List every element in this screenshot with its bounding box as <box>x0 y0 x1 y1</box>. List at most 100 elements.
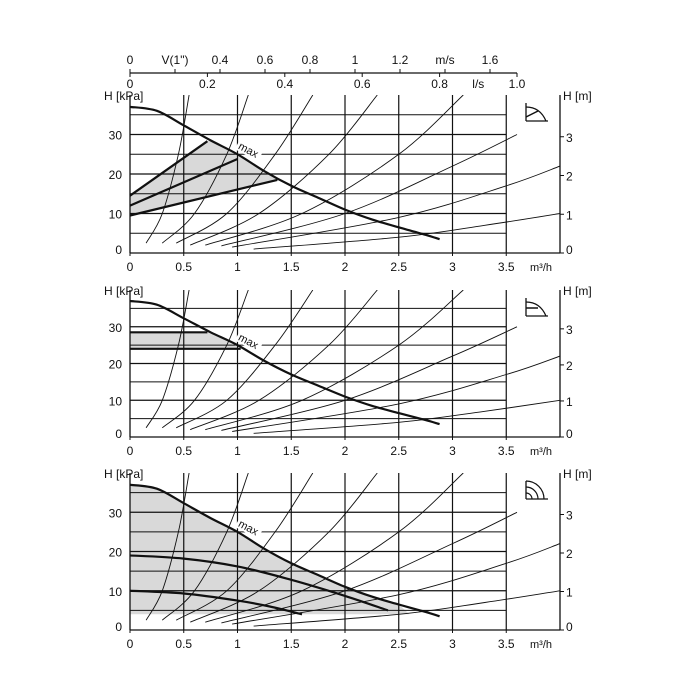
max-label-bg <box>234 138 264 162</box>
setting-curve <box>129 157 238 207</box>
system-curve <box>221 134 518 247</box>
system-curve <box>161 473 249 621</box>
y-tick-label-right: 3 <box>566 323 573 337</box>
x-tick-label: 2.5 <box>390 637 407 651</box>
system-curve <box>253 213 560 250</box>
system-curve <box>175 95 314 244</box>
constant-pressure-icon <box>523 295 551 319</box>
flow-ls-tick-label: l/s <box>472 77 484 91</box>
velocity-tick-label: 0.4 <box>212 53 229 67</box>
x-tick-label: 2 <box>342 260 349 274</box>
velocity-tick-label: 0 <box>127 53 134 67</box>
system-curve <box>190 473 378 623</box>
velocity-tick-label: m/s <box>435 53 454 67</box>
system-curve <box>232 355 560 432</box>
y-tick-label-right: 0 <box>566 427 573 441</box>
x-tick-label: 3.5 <box>498 260 515 274</box>
system-curve <box>190 290 378 431</box>
y-tick-label-left: 20 <box>109 358 123 372</box>
right-axis-title: H [m] <box>563 467 592 481</box>
system-curves <box>145 95 560 250</box>
operating-area-shade <box>130 484 410 615</box>
velocity-tick-label: 1.6 <box>482 53 499 67</box>
y-tick-label-left: 20 <box>109 168 123 182</box>
icon-arc <box>525 480 545 500</box>
velocity-tick-label: 1.2 <box>392 53 409 67</box>
icon-arc <box>525 492 533 500</box>
system-curve <box>232 165 560 248</box>
y-tick-label-right: 2 <box>566 547 573 561</box>
system-curve <box>161 95 249 244</box>
x-tick-label: 0.5 <box>175 444 192 458</box>
left-axis-title: H [kPa] <box>104 89 143 103</box>
max-label-bg <box>234 329 264 353</box>
speed-curves-icon <box>523 478 551 502</box>
y-tick-label-left: 10 <box>109 585 123 599</box>
y-tick-label-right: 0 <box>566 243 573 257</box>
velocity-tick-label: 0.6 <box>257 53 274 67</box>
system-curve <box>221 511 518 624</box>
velocity-tick-label: 0.8 <box>302 53 319 67</box>
velocity-tick-label: V(1") <box>162 53 189 67</box>
system-curve <box>176 290 314 429</box>
left-axis-title: H [kPa] <box>104 467 143 481</box>
flow-ls-tick-label: 1.0 <box>509 77 526 91</box>
flow-ls-tick-label: 0.6 <box>354 77 371 91</box>
max-curve <box>129 483 440 618</box>
x-tick-label: 3 <box>449 637 456 651</box>
x-tick-label: 1 <box>234 637 241 651</box>
flow-ls-tick-label: 0 <box>127 77 134 91</box>
system-curve <box>253 590 560 627</box>
max-curve <box>129 105 440 241</box>
system-curves <box>145 290 560 434</box>
x-tick-label: 3 <box>449 444 456 458</box>
x-tick-label: 0 <box>127 444 134 458</box>
y-tick-label-right: 3 <box>566 131 573 145</box>
system-curve <box>190 95 378 246</box>
max-label-bg <box>234 516 264 540</box>
system-curve <box>253 399 560 434</box>
x-tick-label: 0 <box>127 637 134 651</box>
x-axis-unit: m³/h <box>530 262 552 274</box>
y-tick-label-left: 0 <box>115 620 122 634</box>
x-tick-label: 1.5 <box>283 444 300 458</box>
icon-bg <box>523 295 551 319</box>
y-tick-label-right: 1 <box>566 585 573 599</box>
y-tick-label-left: 30 <box>109 506 123 520</box>
system-curve <box>145 290 190 429</box>
system-curves <box>145 473 560 627</box>
x-tick-label: 1.5 <box>283 260 300 274</box>
setting-curve <box>129 178 278 217</box>
x-tick-label: 0.5 <box>175 260 192 274</box>
system-curve <box>205 290 464 431</box>
left-axis-title: H [kPa] <box>104 284 143 298</box>
icon-arc <box>525 301 547 317</box>
max-curve <box>129 299 440 426</box>
x-tick-label: 1.5 <box>283 637 300 651</box>
y-tick-label-right: 2 <box>566 359 573 373</box>
y-tick-label-left: 20 <box>109 546 123 560</box>
y-tick-label-right: 1 <box>566 395 573 409</box>
x-tick-label: 3 <box>449 260 456 274</box>
x-tick-label: 2.5 <box>390 444 407 458</box>
icon-setting-line <box>525 110 539 118</box>
right-axis-title: H [m] <box>563 89 592 103</box>
y-tick-label-right: 2 <box>566 170 573 184</box>
operating-area-shade <box>130 140 278 216</box>
y-tick-label-left: 0 <box>115 427 122 441</box>
y-tick-label-right: 1 <box>566 208 573 222</box>
system-curve <box>221 326 518 431</box>
y-tick-label-left: 10 <box>109 208 123 222</box>
system-curve <box>205 95 464 246</box>
x-tick-label: 0 <box>127 260 134 274</box>
x-tick-label: 3.5 <box>498 444 515 458</box>
x-tick-label: 1 <box>234 260 241 274</box>
operating-area-shade <box>130 332 241 349</box>
x-tick-label: 0.5 <box>175 637 192 651</box>
system-curve <box>175 473 314 621</box>
setting-curve <box>129 554 389 612</box>
y-tick-label-left: 30 <box>109 129 123 143</box>
